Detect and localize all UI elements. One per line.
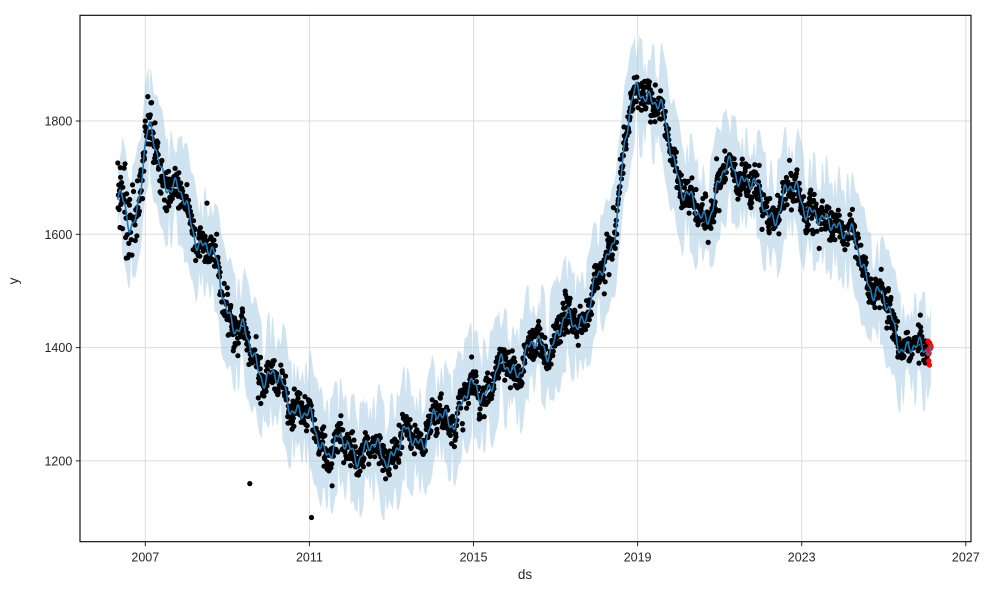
- svg-text:y: y: [6, 277, 21, 284]
- svg-text:2007: 2007: [131, 551, 159, 565]
- svg-text:2011: 2011: [296, 551, 323, 565]
- svg-text:2027: 2027: [952, 551, 980, 565]
- svg-text:1600: 1600: [44, 228, 72, 242]
- svg-text:2023: 2023: [788, 551, 816, 565]
- svg-text:2019: 2019: [624, 551, 652, 565]
- svg-text:1400: 1400: [44, 341, 72, 355]
- svg-text:1800: 1800: [44, 115, 72, 129]
- svg-text:ds: ds: [518, 567, 533, 582]
- svg-text:2015: 2015: [460, 551, 488, 565]
- svg-text:1200: 1200: [44, 454, 72, 468]
